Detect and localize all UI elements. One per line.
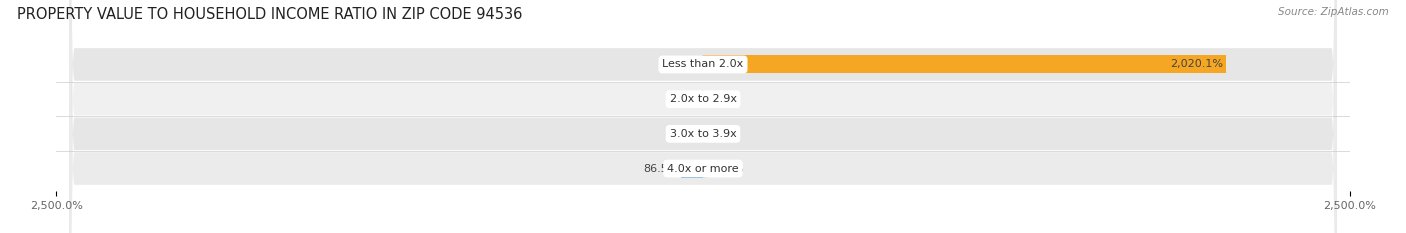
Bar (681, 160, 703, 178)
Bar (703, 160, 707, 178)
FancyBboxPatch shape (69, 0, 1337, 233)
Text: 2,020.1%: 2,020.1% (1171, 59, 1223, 69)
Text: 3.7%: 3.7% (672, 59, 700, 69)
FancyBboxPatch shape (69, 0, 1337, 233)
Text: 3.0x to 3.9x: 3.0x to 3.9x (669, 129, 737, 139)
Text: 2.0x to 2.9x: 2.0x to 2.9x (669, 94, 737, 104)
Text: Less than 2.0x: Less than 2.0x (662, 59, 744, 69)
Text: 4.8%: 4.8% (706, 94, 735, 104)
Text: 14.4%: 14.4% (709, 164, 744, 174)
Text: PROPERTY VALUE TO HOUSEHOLD INCOME RATIO IN ZIP CODE 94536: PROPERTY VALUE TO HOUSEHOLD INCOME RATIO… (17, 7, 522, 22)
Text: Source: ZipAtlas.com: Source: ZipAtlas.com (1278, 7, 1389, 17)
Text: 4.9%: 4.9% (671, 129, 700, 139)
Text: 9.1%: 9.1% (707, 129, 735, 139)
Text: 4.7%: 4.7% (671, 94, 700, 104)
FancyBboxPatch shape (69, 0, 1337, 233)
Bar (703, 125, 706, 143)
Text: 86.5%: 86.5% (643, 164, 679, 174)
FancyBboxPatch shape (69, 0, 1337, 233)
Text: 4.0x or more: 4.0x or more (668, 164, 738, 174)
Bar (703, 55, 1226, 73)
